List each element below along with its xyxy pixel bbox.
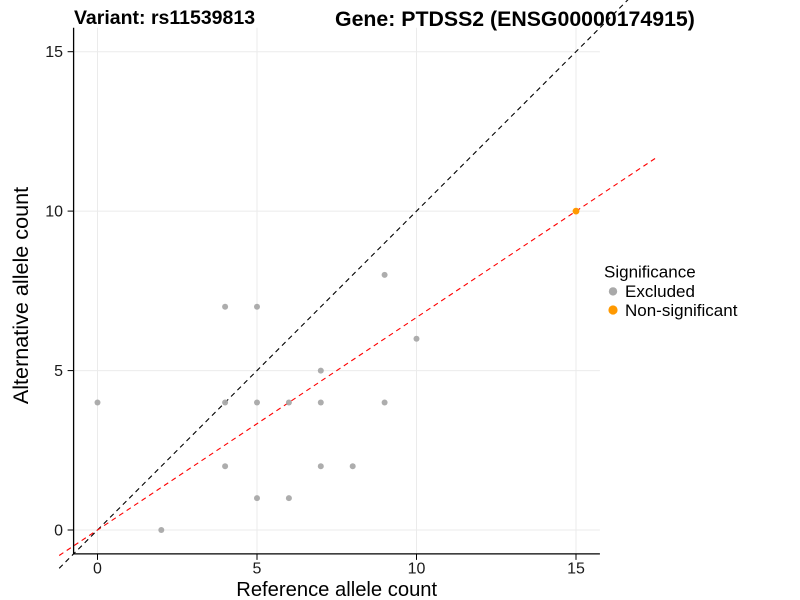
svg-text:Significance: Significance xyxy=(604,262,696,281)
svg-text:15: 15 xyxy=(567,561,585,578)
svg-text:15: 15 xyxy=(45,44,63,61)
svg-text:0: 0 xyxy=(93,561,102,578)
svg-text:5: 5 xyxy=(253,561,262,578)
svg-text:Alternative allele count: Alternative allele count xyxy=(8,187,33,404)
svg-text:0: 0 xyxy=(54,523,63,540)
svg-text:Non-significant: Non-significant xyxy=(625,301,738,320)
svg-text:5: 5 xyxy=(54,363,63,380)
svg-text:10: 10 xyxy=(45,204,63,221)
svg-text:10: 10 xyxy=(408,561,426,578)
svg-text:Excluded: Excluded xyxy=(625,282,695,301)
svg-text:Reference allele count: Reference allele count xyxy=(236,579,437,600)
